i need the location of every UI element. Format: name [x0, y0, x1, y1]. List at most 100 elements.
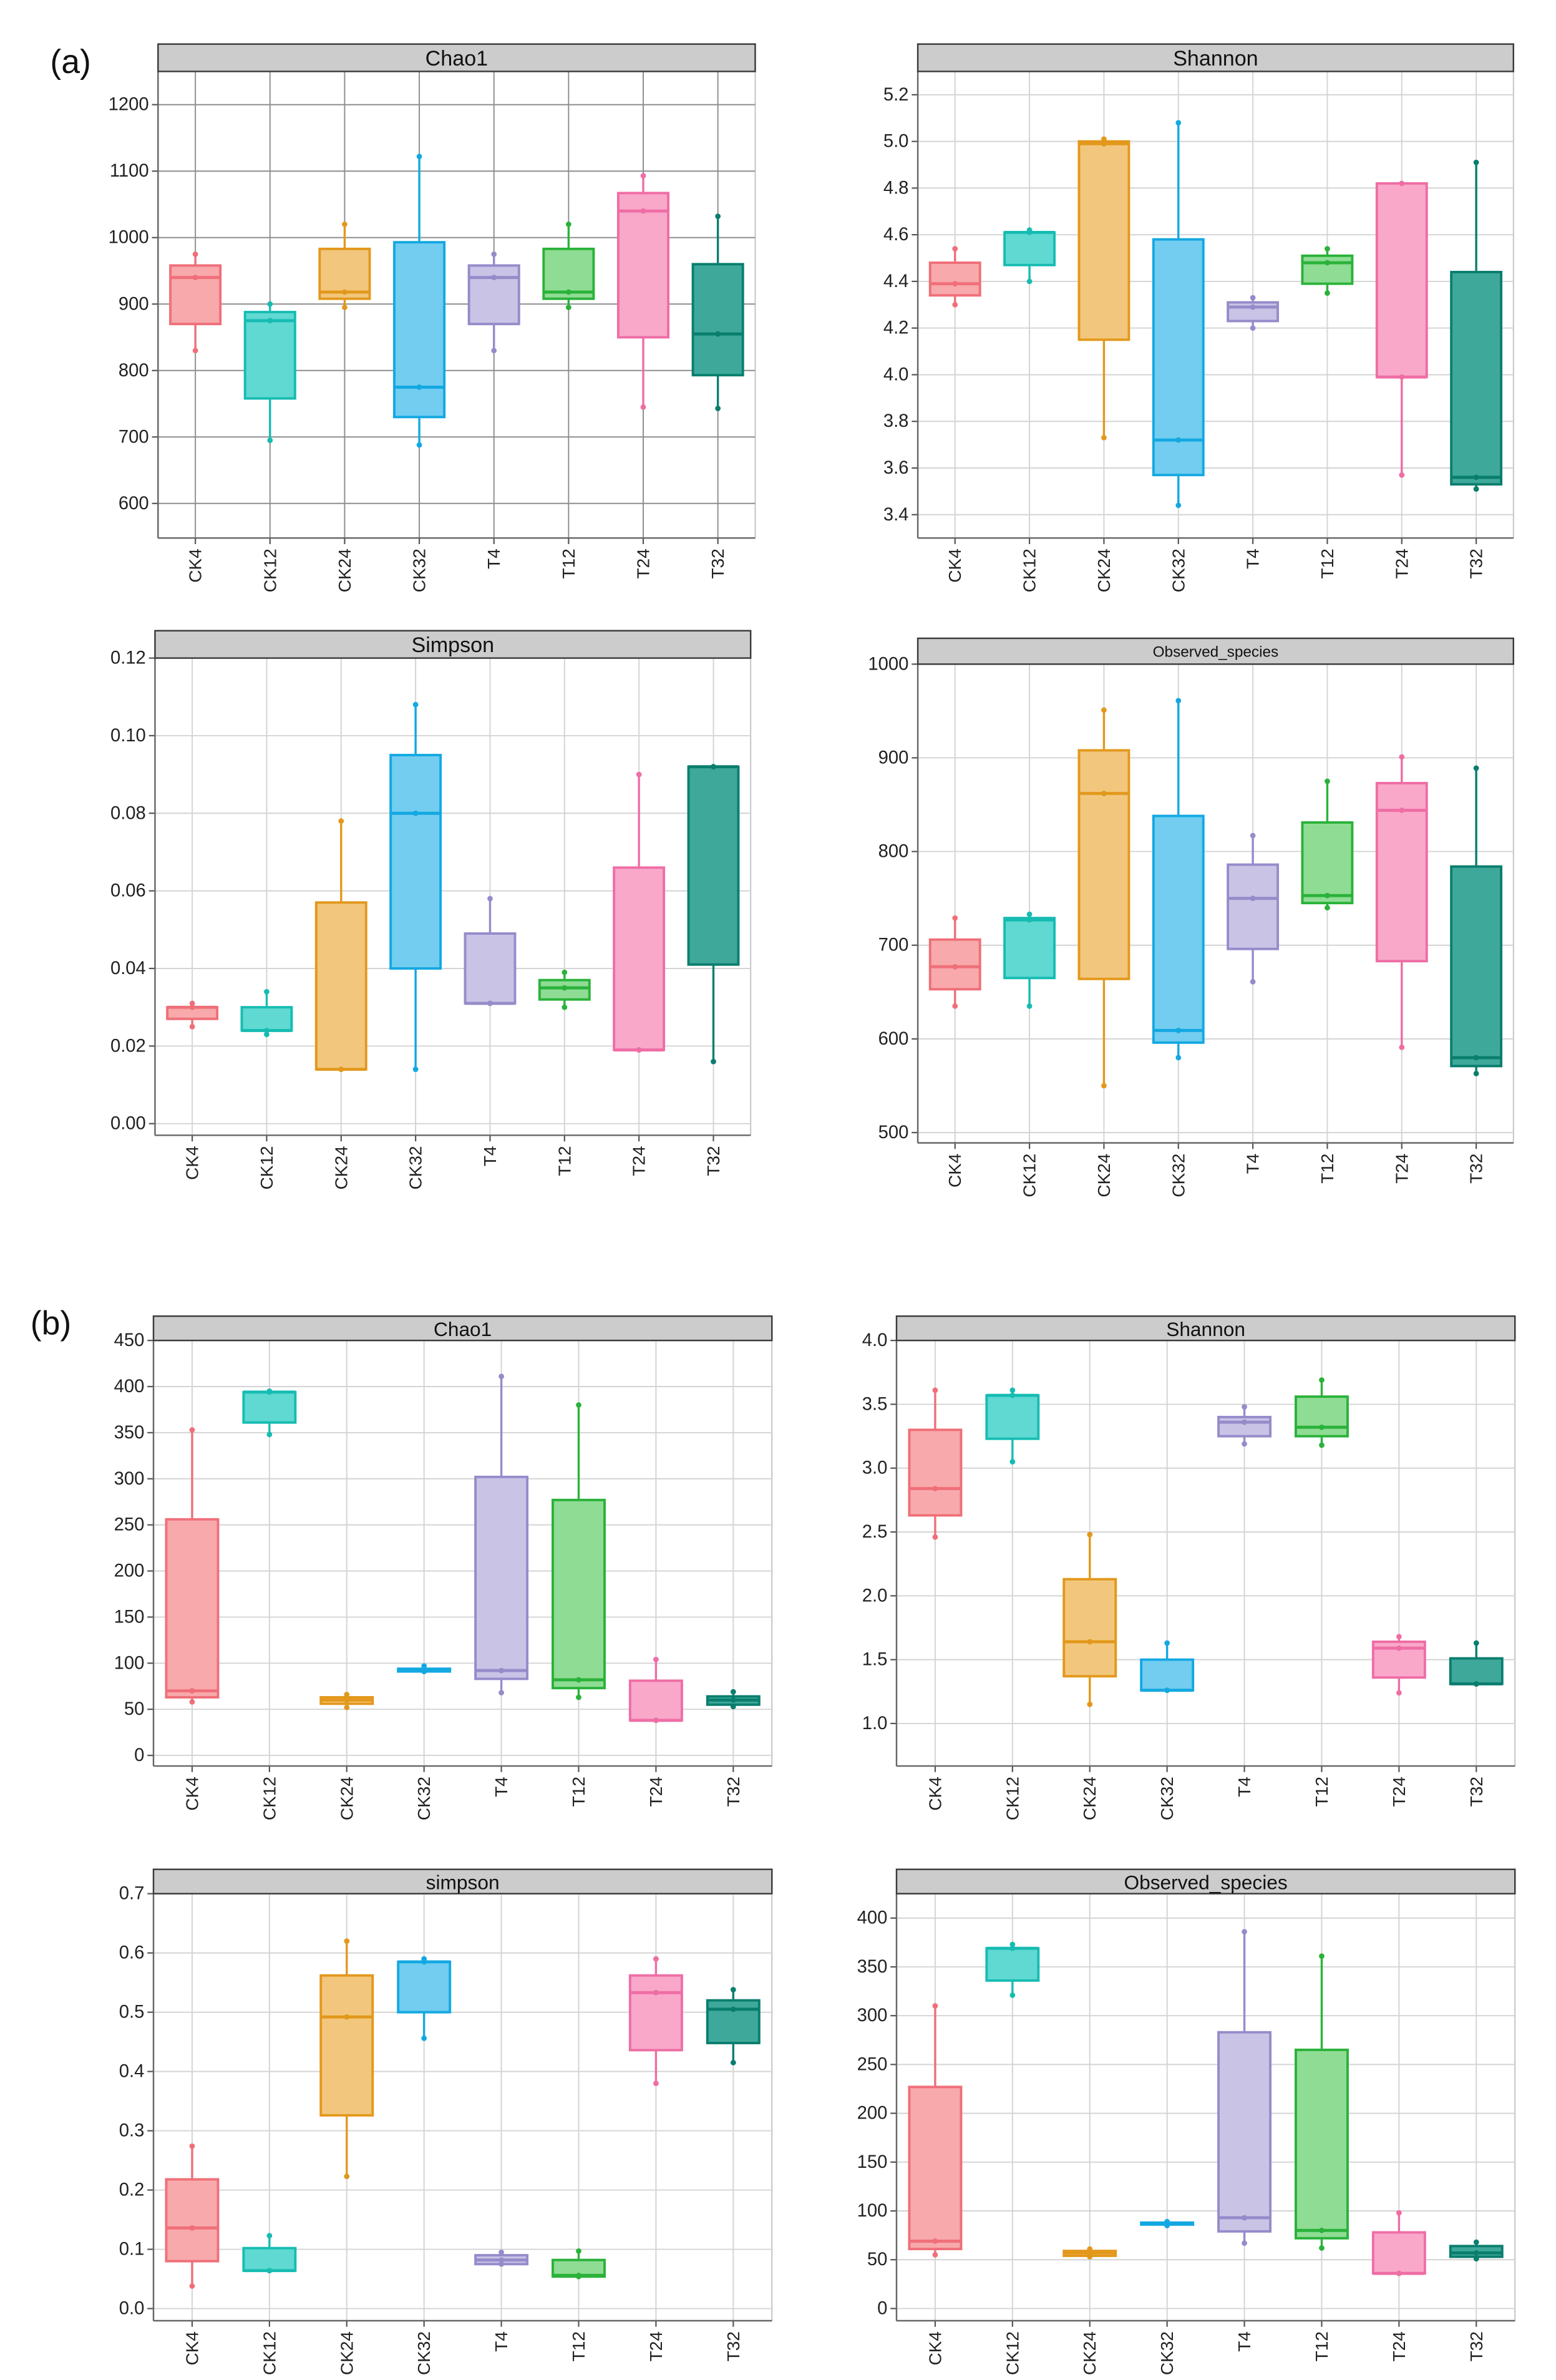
chart-panel-b-shannon: 1.0 1.5 2.0 2.5 3.0 3.5 4.0 CK4 CK12 CK24 CK32 T4 T1… [862, 1315, 1516, 1820]
data-point-t4-2 [1250, 895, 1256, 902]
data-point-ck4-3 [189, 1023, 195, 1030]
x-tick-label-ck12: CK12 [260, 1777, 279, 1820]
data-point-t4-1 [1242, 1404, 1247, 1410]
data-point-t12-3 [562, 1004, 568, 1010]
data-point-t12-3 [565, 305, 571, 310]
chart-panel-a-shannon: 3.4 3.6 3.8 4.0 4.2 4.4 4.6 4.8 5.0 5.2 CK4 CK12 CK2… [883, 43, 1515, 592]
data-point-ck12-1 [267, 301, 273, 307]
box-iqr-t24 [1371, 2231, 1426, 2275]
box-iqr-ck12 [985, 1394, 1040, 1440]
box-t24 [1375, 180, 1428, 478]
data-point-t32-1 [1473, 1640, 1479, 1646]
box-ck4 [928, 246, 981, 308]
data-point-t32-1 [1473, 159, 1479, 165]
data-point-t4-1 [498, 1373, 504, 1380]
box-t12 [1294, 1953, 1349, 2251]
data-point-t24-1 [1396, 1634, 1402, 1640]
box-ck12 [985, 1387, 1040, 1465]
data-point-ck24-3 [1101, 435, 1107, 441]
chart-title: Observed_species [1124, 1871, 1288, 1893]
box-iqr-ck12 [985, 1947, 1040, 1982]
x-tick-label-t12: T12 [1312, 2331, 1331, 2361]
box-t4 [1227, 295, 1280, 331]
box-t24 [1371, 2210, 1426, 2276]
data-point-t12-3 [576, 1694, 581, 1700]
data-point-t24-1 [653, 1657, 659, 1662]
data-point-ck12-1 [264, 988, 270, 995]
data-point-t4-2 [498, 2257, 504, 2263]
box-ck4 [165, 2143, 220, 2289]
x-tick-label-ck4: CK4 [925, 2331, 945, 2365]
data-point-t24-3 [640, 404, 646, 410]
x-tick-label-t12: T12 [555, 1146, 574, 1176]
box-iqr-ck24 [319, 1974, 374, 2117]
x-tick-label-t12: T12 [569, 1777, 588, 1807]
data-point-ck32-2 [1175, 437, 1182, 443]
data-point-ck32-3 [1164, 1687, 1170, 1694]
x-tick-label-ck12: CK12 [1020, 549, 1039, 592]
y-tick-label: 100 [114, 1653, 145, 1673]
data-point-t12-3 [1319, 1442, 1325, 1448]
x-tick-label-ck12: CK12 [1020, 1154, 1039, 1197]
x-tick-label-t12: T12 [1318, 1154, 1337, 1184]
x-tick-label-t32: T32 [1467, 1777, 1486, 1807]
x-tick-label-t12: T12 [569, 2331, 588, 2361]
box-ck24 [314, 818, 367, 1073]
box-t32 [1449, 2239, 1504, 2262]
data-point-ck4-1 [189, 1000, 195, 1007]
data-point-ck4-3 [192, 348, 198, 354]
box-iqr-t12 [1301, 821, 1354, 905]
y-tick-label: 4.2 [883, 318, 909, 338]
data-point-ck32-1 [1175, 120, 1182, 126]
x-tick-label-t24: T24 [634, 549, 653, 578]
x-tick-label-ck12: CK12 [1003, 1777, 1022, 1820]
title-strip [152, 1868, 773, 1895]
data-point-ck32-2 [416, 384, 422, 390]
data-point-ck12-1 [1026, 911, 1033, 917]
box-iqr-ck24 [314, 901, 367, 1071]
data-point-t32-3 [715, 406, 721, 411]
data-point-t4-3 [1242, 2240, 1247, 2246]
x-tick-label-t4: T4 [484, 549, 503, 569]
data-point-ck32-2 [1175, 1027, 1182, 1033]
data-point-t24-2 [1399, 374, 1405, 380]
x-tick-label-ck32: CK32 [1169, 549, 1188, 592]
y-tick-label: 500 [878, 1123, 909, 1143]
y-tick-label: 150 [857, 2152, 888, 2172]
box-iqr-t24 [616, 192, 670, 339]
data-point-t32-3 [1473, 486, 1479, 492]
data-point-ck4-3 [932, 1534, 938, 1540]
box-t4 [464, 895, 517, 1007]
data-point-ck4-3 [952, 301, 958, 308]
y-tick-label: 3.4 [883, 505, 909, 525]
x-tick-label-t32: T32 [704, 1146, 723, 1176]
data-point-t24-3 [1396, 1690, 1402, 1696]
y-tick-label: 0 [134, 1745, 144, 1765]
box-iqr-ck32 [389, 754, 442, 970]
data-point-t32-3 [730, 2059, 736, 2065]
x-tick-label-t24: T24 [1389, 2331, 1409, 2361]
box-ck24 [1062, 1531, 1117, 1707]
box-t4 [1227, 832, 1280, 985]
data-point-t4-1 [1242, 1929, 1247, 1935]
box-ck32 [397, 1956, 452, 2041]
y-tick-label: 350 [857, 1957, 888, 1977]
data-point-t32-2 [1473, 474, 1479, 480]
box-iqr-t4 [1227, 863, 1280, 950]
box-ck32 [397, 1663, 452, 1674]
box-iqr-ck24 [1077, 140, 1131, 341]
data-point-t12-1 [562, 969, 568, 975]
box-t32 [691, 213, 744, 411]
data-point-ck12-3 [1009, 1992, 1016, 1998]
data-point-t4-3 [1242, 1441, 1247, 1447]
x-tick-label-t4: T4 [1243, 549, 1263, 569]
data-point-ck4-2 [952, 963, 958, 970]
panel-label-a: (a) [50, 43, 90, 80]
box-t32 [687, 764, 740, 1065]
x-tick-label-ck32: CK32 [414, 2331, 434, 2375]
data-point-t4-2 [498, 1667, 504, 1674]
box-t4 [1217, 1929, 1272, 2246]
x-tick-label-t24: T24 [630, 1146, 649, 1176]
y-tick-label: 900 [878, 748, 909, 768]
box-ck32 [389, 701, 442, 1073]
